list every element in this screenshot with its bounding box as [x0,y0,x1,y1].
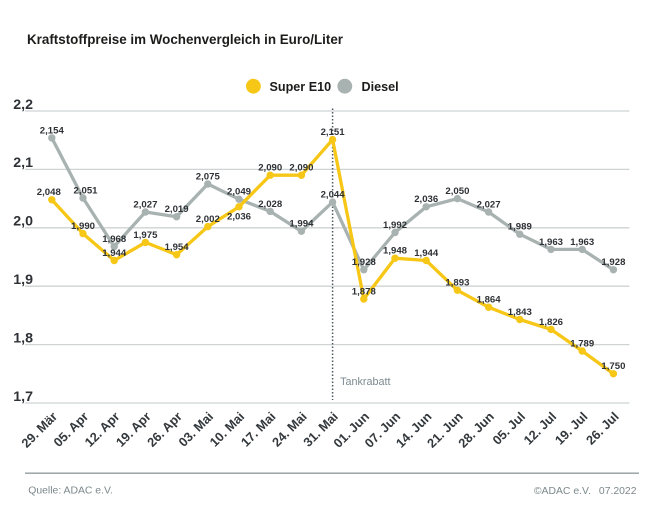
svg-text:1,989: 1,989 [508,222,532,233]
svg-text:1,750: 1,750 [601,361,625,372]
svg-text:1,7: 1,7 [13,389,33,405]
svg-text:2,019: 2,019 [165,204,189,215]
svg-text:2,048: 2,048 [37,187,62,198]
svg-text:1,843: 1,843 [508,307,532,318]
svg-text:2,044: 2,044 [321,190,346,201]
svg-text:1,948: 1,948 [383,246,408,257]
svg-text:1,944: 1,944 [102,248,127,259]
svg-text:2,090: 2,090 [289,163,313,174]
svg-text:1,990: 1,990 [71,221,95,232]
svg-text:2,154: 2,154 [40,125,65,136]
svg-text:1,954: 1,954 [165,242,190,253]
svg-text:1,893: 1,893 [445,278,469,289]
svg-text:Diesel: Diesel [362,80,399,94]
svg-text:1,994: 1,994 [289,219,314,230]
svg-text:1,8: 1,8 [13,330,33,346]
svg-text:1,992: 1,992 [383,220,407,231]
svg-text:Tankrabatt: Tankrabatt [340,376,390,388]
svg-text:2,002: 2,002 [196,214,220,225]
svg-text:1,928: 1,928 [601,257,626,268]
svg-text:2,036: 2,036 [414,194,438,205]
svg-text:1,963: 1,963 [539,237,563,248]
svg-text:2,036: 2,036 [227,211,251,222]
svg-text:2,027: 2,027 [477,199,501,210]
svg-text:2,027: 2,027 [133,199,157,210]
svg-text:2,1: 2,1 [13,155,33,171]
svg-text:1,928: 1,928 [352,257,377,268]
svg-text:2,051: 2,051 [73,185,98,196]
svg-text:Super E10: Super E10 [270,80,332,94]
svg-text:1,975: 1,975 [133,230,158,241]
svg-text:1,878: 1,878 [352,286,377,297]
svg-text:1,963: 1,963 [570,237,594,248]
svg-text:Quelle: ADAC e.V.: Quelle: ADAC e.V. [28,486,113,497]
svg-text:2,075: 2,075 [196,171,221,182]
svg-text:Kraftstoffpreise im Wochenverg: Kraftstoffpreise im Wochenvergleich in E… [27,32,344,47]
svg-text:1,944: 1,944 [414,248,439,259]
svg-text:2,028: 2,028 [258,199,283,210]
svg-text:1,826: 1,826 [539,317,563,328]
svg-text:1,789: 1,789 [570,338,594,349]
svg-text:2,050: 2,050 [445,186,469,197]
svg-text:1,864: 1,864 [477,295,502,306]
svg-text:2,049: 2,049 [227,187,251,198]
svg-text:2,0: 2,0 [13,214,33,230]
svg-text:2,151: 2,151 [321,127,346,138]
svg-text:2,090: 2,090 [258,163,282,174]
svg-text:©ADAC e.V. 07.2022: ©ADAC e.V. 07.2022 [534,486,637,497]
svg-text:1,968: 1,968 [102,234,127,245]
svg-text:1,9: 1,9 [13,272,33,288]
svg-text:2,2: 2,2 [13,97,33,113]
